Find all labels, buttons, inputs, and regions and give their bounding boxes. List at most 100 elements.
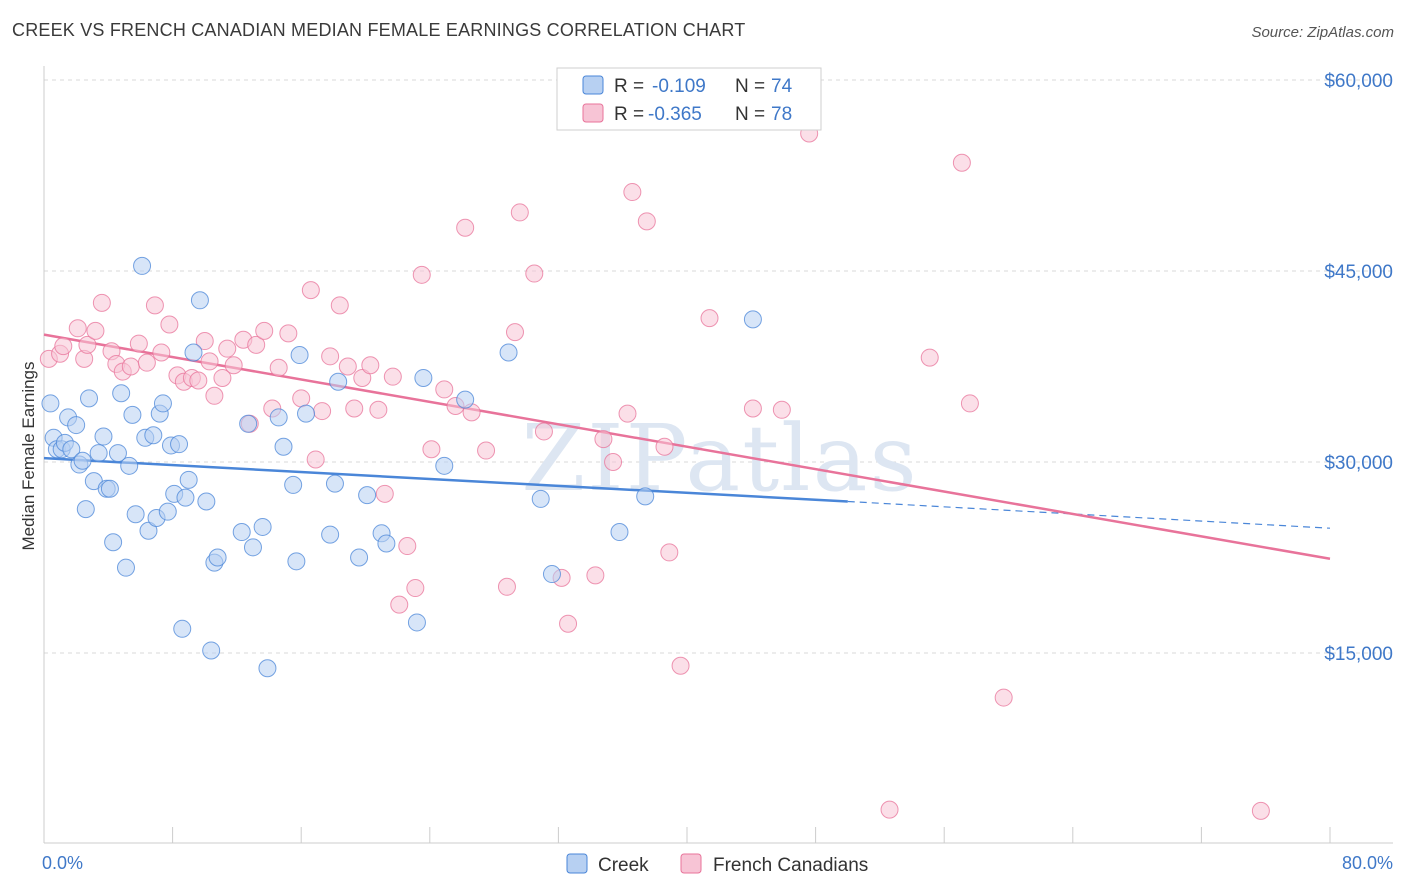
tick-labels: $15,000 $30,000 $45,000 $60,000 0.0% 80.0% xyxy=(42,71,1393,873)
creek-point xyxy=(325,474,344,493)
french-canadian-point xyxy=(406,579,425,598)
french-canadian-point xyxy=(200,352,219,371)
french-canadian-point xyxy=(960,394,979,413)
creek-trend-line-extension xyxy=(847,500,1331,529)
french-canadian-point xyxy=(383,367,402,386)
chart-source: Source: ZipAtlas.com xyxy=(1251,24,1394,41)
bottom-legend-swatch-french xyxy=(680,853,702,874)
french-canadian-point xyxy=(525,264,544,283)
creek-point xyxy=(377,534,396,553)
bottom-legend-swatch-creek xyxy=(566,853,588,874)
creek-point xyxy=(350,548,369,567)
french-canadian-point xyxy=(375,484,394,503)
french-canadian-point xyxy=(255,321,274,340)
y-tick-label: $30,000 xyxy=(1324,453,1393,474)
creek-point xyxy=(297,404,316,423)
french-canadian-point xyxy=(398,537,417,556)
french-canadian-point xyxy=(92,293,111,312)
french-canadian-point xyxy=(559,614,578,633)
creek-point xyxy=(139,521,158,540)
creek-point xyxy=(414,368,433,387)
creek-trend-line xyxy=(43,456,848,503)
creek-point xyxy=(321,525,340,544)
creek-point xyxy=(636,487,655,506)
french-canadian-point xyxy=(743,399,762,418)
french-canadian-point xyxy=(772,400,791,419)
creek-point xyxy=(197,492,216,511)
french-canadian-point xyxy=(137,353,156,372)
french-canadian-point xyxy=(224,356,243,375)
french-canadian-point xyxy=(321,347,340,366)
french-canadian-point xyxy=(435,380,454,399)
creek-point xyxy=(743,310,762,329)
creek-point xyxy=(190,291,209,310)
legend-r-value-french: -0.365 xyxy=(648,104,702,125)
creek-point xyxy=(41,394,60,413)
creek-point xyxy=(158,502,177,521)
legend-n-label-french: N = xyxy=(735,104,765,125)
creek-point xyxy=(176,488,195,507)
creek-point xyxy=(116,558,135,577)
french-canadian-point xyxy=(160,315,179,334)
creek-point xyxy=(274,437,293,456)
creek-point xyxy=(100,479,119,498)
creek-point xyxy=(170,435,189,454)
french-canadian-point xyxy=(604,453,623,471)
french-canadian-point xyxy=(994,688,1013,707)
french-canadian-point xyxy=(920,348,939,367)
french-canadian-point xyxy=(655,437,674,456)
bottom-legend-label-creek: Creek xyxy=(598,855,649,876)
french-canadian-point xyxy=(497,577,516,596)
bottom-legend-label-french: French Canadians xyxy=(713,855,868,876)
legend-r-value-creek: -0.109 xyxy=(652,76,706,97)
creek-point xyxy=(104,533,123,552)
french-canadian-point xyxy=(594,430,613,449)
french-canadian-point xyxy=(353,368,372,387)
french-canadian-point xyxy=(952,153,971,172)
french-canadian-point xyxy=(338,357,357,376)
y-tick-label: $60,000 xyxy=(1324,71,1393,92)
french-canadian-point xyxy=(269,358,288,377)
french-canadian-point xyxy=(152,343,171,362)
french-canadian-point xyxy=(129,334,148,353)
legend-r-label-french: R = xyxy=(614,104,644,125)
creek-point xyxy=(232,523,251,542)
creek-point xyxy=(62,440,81,459)
chart-title: CREEK VS FRENCH CANADIAN MEDIAN FEMALE E… xyxy=(12,20,746,40)
bottom-legend: Creek French Canadians xyxy=(566,853,868,876)
french-canadian-point xyxy=(369,400,388,419)
x-tick-label: 0.0% xyxy=(42,853,83,873)
creek-point xyxy=(499,343,518,362)
french-canadian-point xyxy=(637,212,656,231)
french-canadian-point xyxy=(586,566,605,585)
creek-point xyxy=(173,619,192,638)
french-canadian-point xyxy=(671,656,690,675)
french-canadian-point xyxy=(422,440,441,459)
creek-point xyxy=(202,641,221,660)
french-canadian-point xyxy=(505,323,524,342)
creek-point xyxy=(329,372,348,391)
creek-point xyxy=(179,470,198,489)
trend-lines xyxy=(43,333,1331,561)
french-canadian-point xyxy=(477,441,496,460)
legend-swatch-creek xyxy=(582,75,604,95)
french-canadian-point xyxy=(1251,801,1270,820)
legend-swatch-french xyxy=(582,103,604,123)
watermark: ZIPatlas xyxy=(521,405,918,512)
creek-point xyxy=(120,456,139,475)
creek-point xyxy=(144,426,163,445)
french-canadian-point xyxy=(313,402,332,421)
creek-point xyxy=(284,475,303,494)
creek-point xyxy=(287,552,306,571)
data-points xyxy=(39,124,1270,820)
french-canadian-point xyxy=(361,356,380,375)
creek-point xyxy=(239,414,258,433)
french-canadian-point xyxy=(218,339,237,358)
french-canadian-point xyxy=(78,335,97,354)
french-canadian-point xyxy=(306,450,325,469)
creek-point xyxy=(123,405,142,424)
legend-n-value-french: 78 xyxy=(771,104,792,125)
creek-point xyxy=(253,517,272,536)
legend-n-value-creek: 74 xyxy=(771,76,793,97)
